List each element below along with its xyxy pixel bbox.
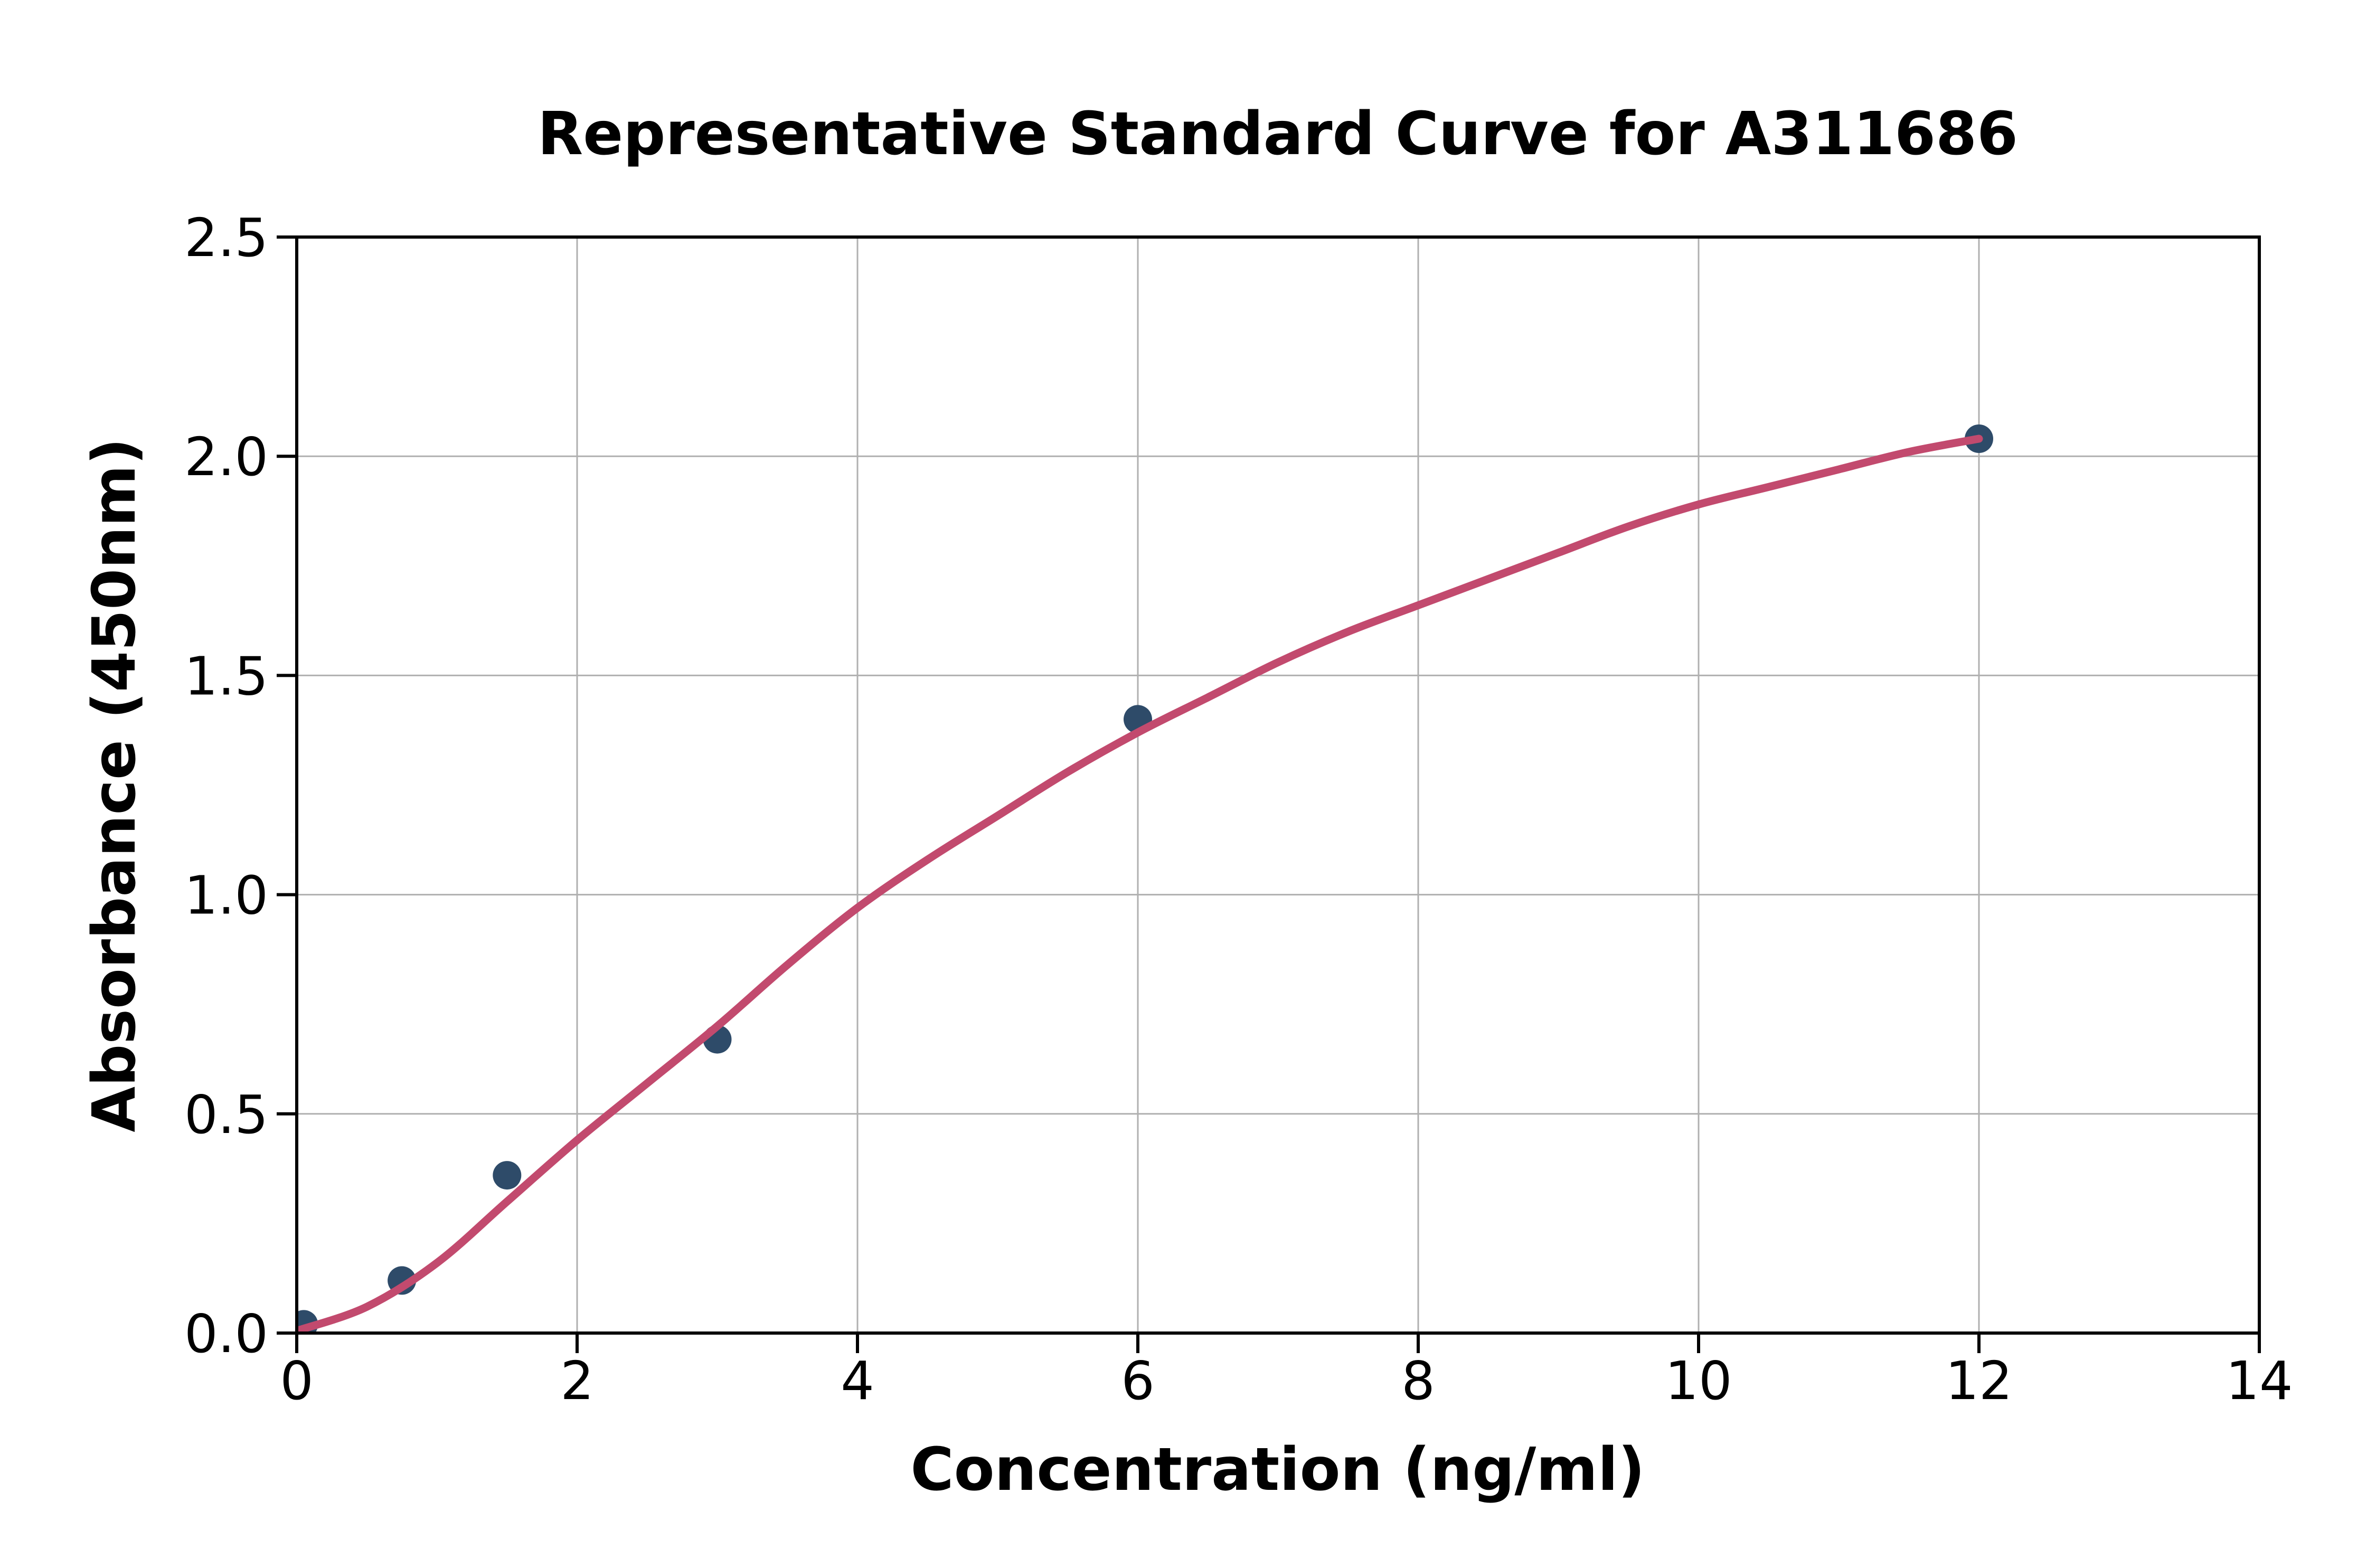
axes-frame	[295, 235, 2261, 1335]
y-tick-label: 1.5	[184, 645, 268, 707]
x-tick-label: 4	[841, 1350, 874, 1412]
x-tick-label: 6	[1121, 1350, 1155, 1412]
data-point	[493, 1161, 522, 1190]
y-tick-label: 1.0	[184, 865, 268, 927]
x-axis-label: Concentration (ng/ml)	[910, 1435, 1645, 1504]
x-tick-label: 0	[280, 1350, 314, 1412]
x-tick-label: 10	[1665, 1350, 1732, 1412]
x-tick-label: 12	[1945, 1350, 2012, 1412]
fitted-curve	[297, 434, 1983, 1333]
tick-layer	[277, 235, 2261, 1353]
plot-frame	[295, 235, 2261, 1335]
data-layer	[297, 424, 1993, 1333]
y-axis-label: Absorbance (450nm)	[80, 438, 149, 1132]
x-tick-label: 14	[2226, 1350, 2293, 1412]
y-tick-label: 2.5	[184, 207, 268, 269]
y-tick-label: 2.0	[184, 426, 268, 488]
x-tick-label: 8	[1401, 1350, 1435, 1412]
y-tick-label: 0.0	[184, 1303, 268, 1365]
y-tick-label: 0.5	[184, 1084, 268, 1146]
tick-label-layer: 0 2 4 6 8 10 12 14 0.0 0.5 1.0 1.5 2.0 2.5	[184, 207, 2293, 1412]
grid-layer	[297, 237, 2259, 1333]
x-tick-label: 2	[560, 1350, 594, 1412]
chart-title: Representative Standard Curve for A31168…	[538, 100, 2018, 168]
